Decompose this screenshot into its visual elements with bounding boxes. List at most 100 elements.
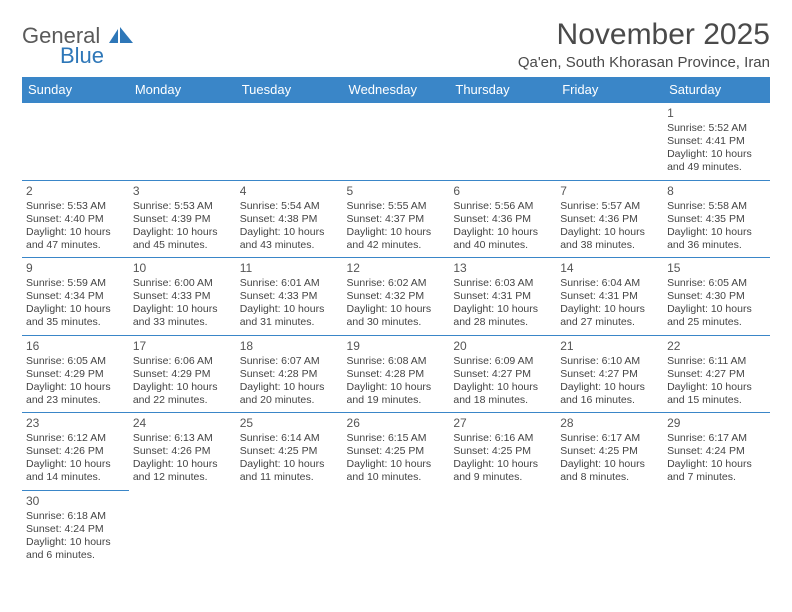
daylight-line-1: Daylight: 10 hours <box>347 458 446 471</box>
sunrise-line: Sunrise: 5:55 AM <box>347 200 446 213</box>
sunset-line: Sunset: 4:40 PM <box>26 213 125 226</box>
calendar-cell <box>129 490 236 567</box>
daylight-line-2: and 6 minutes. <box>26 549 125 562</box>
sunset-line: Sunset: 4:33 PM <box>240 290 339 303</box>
sunrise-line: Sunrise: 6:14 AM <box>240 432 339 445</box>
dayname-header: Wednesday <box>343 77 450 103</box>
location: Qa'en, South Khorasan Province, Iran <box>518 54 770 71</box>
sunrise-line: Sunrise: 6:06 AM <box>133 355 232 368</box>
daylight-line-1: Daylight: 10 hours <box>560 458 659 471</box>
day-number: 27 <box>453 416 552 431</box>
sunset-line: Sunset: 4:34 PM <box>26 290 125 303</box>
sunrise-line: Sunrise: 6:10 AM <box>560 355 659 368</box>
calendar-row: 23Sunrise: 6:12 AMSunset: 4:26 PMDayligh… <box>22 413 770 491</box>
dayname-header: Thursday <box>449 77 556 103</box>
dayname-header: Sunday <box>22 77 129 103</box>
calendar-cell: 15Sunrise: 6:05 AMSunset: 4:30 PMDayligh… <box>663 258 770 336</box>
dayname-header: Saturday <box>663 77 770 103</box>
daylight-line-2: and 38 minutes. <box>560 239 659 252</box>
header: General Blue November 2025 Qa'en, South … <box>22 18 770 71</box>
sunrise-line: Sunrise: 5:52 AM <box>667 122 766 135</box>
daylight-line-1: Daylight: 10 hours <box>133 303 232 316</box>
calendar-cell: 24Sunrise: 6:13 AMSunset: 4:26 PMDayligh… <box>129 413 236 491</box>
daylight-line-1: Daylight: 10 hours <box>133 381 232 394</box>
sunrise-line: Sunrise: 6:08 AM <box>347 355 446 368</box>
day-number: 1 <box>667 106 766 121</box>
calendar-cell: 4Sunrise: 5:54 AMSunset: 4:38 PMDaylight… <box>236 180 343 258</box>
day-number: 26 <box>347 416 446 431</box>
sunrise-line: Sunrise: 5:58 AM <box>667 200 766 213</box>
calendar-cell <box>343 103 450 181</box>
daylight-line-2: and 19 minutes. <box>347 394 446 407</box>
dayname-header: Friday <box>556 77 663 103</box>
day-number: 14 <box>560 261 659 276</box>
daylight-line-2: and 40 minutes. <box>453 239 552 252</box>
sunset-line: Sunset: 4:25 PM <box>240 445 339 458</box>
daylight-line-1: Daylight: 10 hours <box>26 303 125 316</box>
sunset-line: Sunset: 4:27 PM <box>560 368 659 381</box>
calendar-body: 1Sunrise: 5:52 AMSunset: 4:41 PMDaylight… <box>22 103 770 568</box>
calendar-cell: 16Sunrise: 6:05 AMSunset: 4:29 PMDayligh… <box>22 335 129 413</box>
daylight-line-1: Daylight: 10 hours <box>667 303 766 316</box>
sunrise-line: Sunrise: 6:05 AM <box>667 277 766 290</box>
sunrise-line: Sunrise: 6:02 AM <box>347 277 446 290</box>
daylight-line-1: Daylight: 10 hours <box>240 458 339 471</box>
daylight-line-2: and 12 minutes. <box>133 471 232 484</box>
sunrise-line: Sunrise: 6:15 AM <box>347 432 446 445</box>
daylight-line-2: and 30 minutes. <box>347 316 446 329</box>
day-number: 20 <box>453 339 552 354</box>
daylight-line-1: Daylight: 10 hours <box>667 458 766 471</box>
daylight-line-1: Daylight: 10 hours <box>560 226 659 239</box>
daylight-line-1: Daylight: 10 hours <box>347 381 446 394</box>
calendar-row: 16Sunrise: 6:05 AMSunset: 4:29 PMDayligh… <box>22 335 770 413</box>
day-number: 18 <box>240 339 339 354</box>
day-number: 16 <box>26 339 125 354</box>
daylight-line-2: and 23 minutes. <box>26 394 125 407</box>
sunset-line: Sunset: 4:31 PM <box>453 290 552 303</box>
daylight-line-1: Daylight: 10 hours <box>453 381 552 394</box>
logo: General Blue <box>22 26 135 66</box>
daylight-line-1: Daylight: 10 hours <box>240 381 339 394</box>
sunset-line: Sunset: 4:29 PM <box>26 368 125 381</box>
calendar-cell <box>449 490 556 567</box>
sunrise-line: Sunrise: 5:53 AM <box>26 200 125 213</box>
sunset-line: Sunset: 4:28 PM <box>240 368 339 381</box>
daylight-line-2: and 36 minutes. <box>667 239 766 252</box>
calendar-table: SundayMondayTuesdayWednesdayThursdayFrid… <box>22 77 770 567</box>
sunset-line: Sunset: 4:27 PM <box>667 368 766 381</box>
day-number: 8 <box>667 184 766 199</box>
calendar-cell: 28Sunrise: 6:17 AMSunset: 4:25 PMDayligh… <box>556 413 663 491</box>
calendar-cell: 21Sunrise: 6:10 AMSunset: 4:27 PMDayligh… <box>556 335 663 413</box>
sunrise-line: Sunrise: 6:00 AM <box>133 277 232 290</box>
day-number: 29 <box>667 416 766 431</box>
daylight-line-2: and 7 minutes. <box>667 471 766 484</box>
calendar-cell: 11Sunrise: 6:01 AMSunset: 4:33 PMDayligh… <box>236 258 343 336</box>
day-number: 15 <box>667 261 766 276</box>
daylight-line-1: Daylight: 10 hours <box>453 303 552 316</box>
calendar-cell: 23Sunrise: 6:12 AMSunset: 4:26 PMDayligh… <box>22 413 129 491</box>
sunset-line: Sunset: 4:36 PM <box>453 213 552 226</box>
daylight-line-1: Daylight: 10 hours <box>453 226 552 239</box>
daylight-line-2: and 31 minutes. <box>240 316 339 329</box>
day-number: 3 <box>133 184 232 199</box>
sunset-line: Sunset: 4:26 PM <box>133 445 232 458</box>
sunrise-line: Sunrise: 6:17 AM <box>560 432 659 445</box>
dayname-row: SundayMondayTuesdayWednesdayThursdayFrid… <box>22 77 770 103</box>
daylight-line-2: and 49 minutes. <box>667 161 766 174</box>
sunset-line: Sunset: 4:33 PM <box>133 290 232 303</box>
day-number: 22 <box>667 339 766 354</box>
daylight-line-1: Daylight: 10 hours <box>347 303 446 316</box>
title-block: November 2025 Qa'en, South Khorasan Prov… <box>518 18 770 71</box>
sunrise-line: Sunrise: 6:11 AM <box>667 355 766 368</box>
calendar-cell <box>22 103 129 181</box>
daylight-line-2: and 20 minutes. <box>240 394 339 407</box>
sunset-line: Sunset: 4:24 PM <box>667 445 766 458</box>
day-number: 19 <box>347 339 446 354</box>
sunrise-line: Sunrise: 5:57 AM <box>560 200 659 213</box>
day-number: 21 <box>560 339 659 354</box>
daylight-line-2: and 10 minutes. <box>347 471 446 484</box>
sunrise-line: Sunrise: 6:12 AM <box>26 432 125 445</box>
sunrise-line: Sunrise: 6:18 AM <box>26 510 125 523</box>
daylight-line-2: and 11 minutes. <box>240 471 339 484</box>
calendar-cell: 12Sunrise: 6:02 AMSunset: 4:32 PMDayligh… <box>343 258 450 336</box>
